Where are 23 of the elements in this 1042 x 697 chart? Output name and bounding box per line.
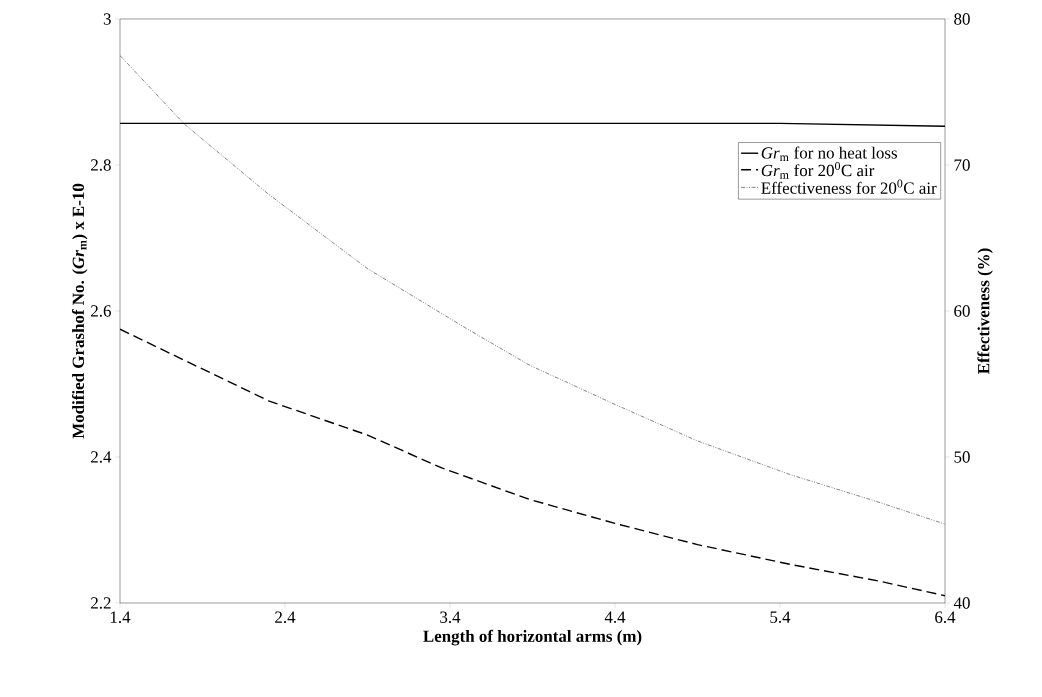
x-tick-label: 1.4: [110, 611, 131, 623]
legend-label: Gr$_{m}$ for 20$^{0}$C air: [761, 161, 875, 179]
y2-tick-label: 60: [954, 305, 970, 317]
x-tick-label: 3.4: [440, 611, 461, 623]
y-tick-label: 2.8: [91, 159, 111, 171]
y2-tick-label: 70: [954, 159, 970, 171]
x-tick-label: 6.4: [935, 611, 956, 623]
x-tick-label: 2.4: [275, 611, 296, 623]
x-tick-label: 5.4: [770, 611, 791, 623]
y-tick-label: 3: [103, 13, 111, 25]
legend-label: Effectiveness for 20$^{0}$C air: [761, 179, 937, 194]
line-series: [120, 55, 945, 525]
legend-label: Gr$_{m}$ for no heat loss: [761, 146, 897, 162]
y2-axis-title: Effectiveness (%): [977, 248, 993, 374]
x-axis-title: Length of horizontal arms (m): [423, 629, 642, 646]
y2-tick-label: 50: [954, 451, 970, 463]
y-tick-label: 2.6: [91, 305, 111, 317]
y-tick-label: 2.4: [91, 451, 112, 463]
y-tick-label: 2.2: [91, 597, 111, 609]
x-tick-label: 4.4: [604, 611, 626, 623]
y-axis-title: Modified Grashof No. (Gr$_{m}$) x E-10: [71, 183, 88, 439]
y2-tick-label: 40: [953, 597, 970, 609]
y2-tick-label: 80: [954, 13, 970, 25]
